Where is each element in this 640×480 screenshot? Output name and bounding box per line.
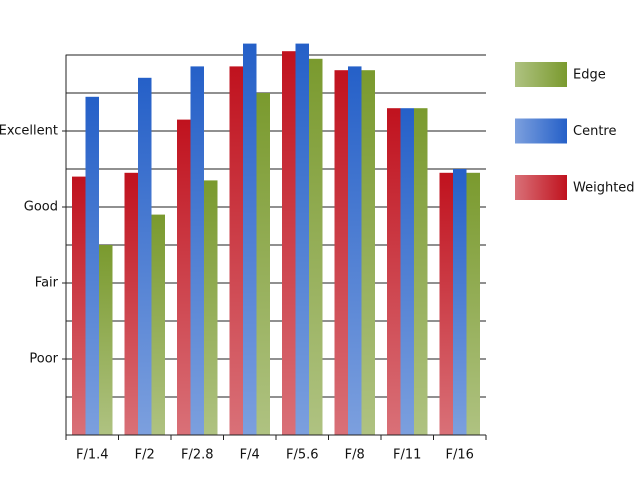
bar-shade <box>99 245 113 435</box>
bar-shade <box>400 108 414 435</box>
bar-shade <box>453 169 467 435</box>
bar-shade <box>256 93 270 435</box>
legend-label: Centre <box>573 124 616 139</box>
legend-swatch-shade <box>515 175 567 200</box>
bar-shade <box>124 172 138 436</box>
x-tick-label: F/4 <box>240 448 260 463</box>
bar-shade <box>190 66 204 436</box>
bar-shade <box>334 70 348 435</box>
x-tick-label: F/1.4 <box>76 448 109 463</box>
y-tick-label: Good <box>24 200 58 215</box>
bar-shade <box>414 108 428 435</box>
bar-shade <box>243 43 257 435</box>
bar-shade <box>72 176 86 435</box>
bar-shade <box>177 119 191 435</box>
y-tick-label: Fair <box>35 276 59 291</box>
bar-shade <box>282 51 296 435</box>
y-tick-label: Excellent <box>0 124 58 139</box>
legend-swatch-shade <box>515 118 567 144</box>
y-tick-label: Poor <box>29 352 58 367</box>
bar-shade <box>466 172 480 436</box>
legend-swatch-shade <box>515 62 567 87</box>
bar-shade <box>439 172 453 436</box>
bar-shade <box>85 96 99 436</box>
x-tick-label: F/16 <box>446 448 474 463</box>
x-tick-label: F/2.8 <box>181 448 214 463</box>
x-tick-label: F/5.6 <box>286 448 319 463</box>
bar-shade <box>204 180 218 435</box>
bar-shade <box>387 108 401 435</box>
legend-label: Weighted <box>573 181 635 196</box>
bar-shade <box>151 214 165 435</box>
x-tick-label: F/2 <box>135 448 155 463</box>
x-tick-label: F/8 <box>345 448 365 463</box>
bar-shade <box>309 58 323 436</box>
bar-shade <box>229 66 243 436</box>
bar-shade <box>361 70 375 435</box>
legend-label: Edge <box>573 68 606 83</box>
bar-shade <box>348 66 362 436</box>
bar-shade <box>295 43 309 435</box>
x-tick-label: F/11 <box>393 448 421 463</box>
bar-shade <box>138 77 152 436</box>
